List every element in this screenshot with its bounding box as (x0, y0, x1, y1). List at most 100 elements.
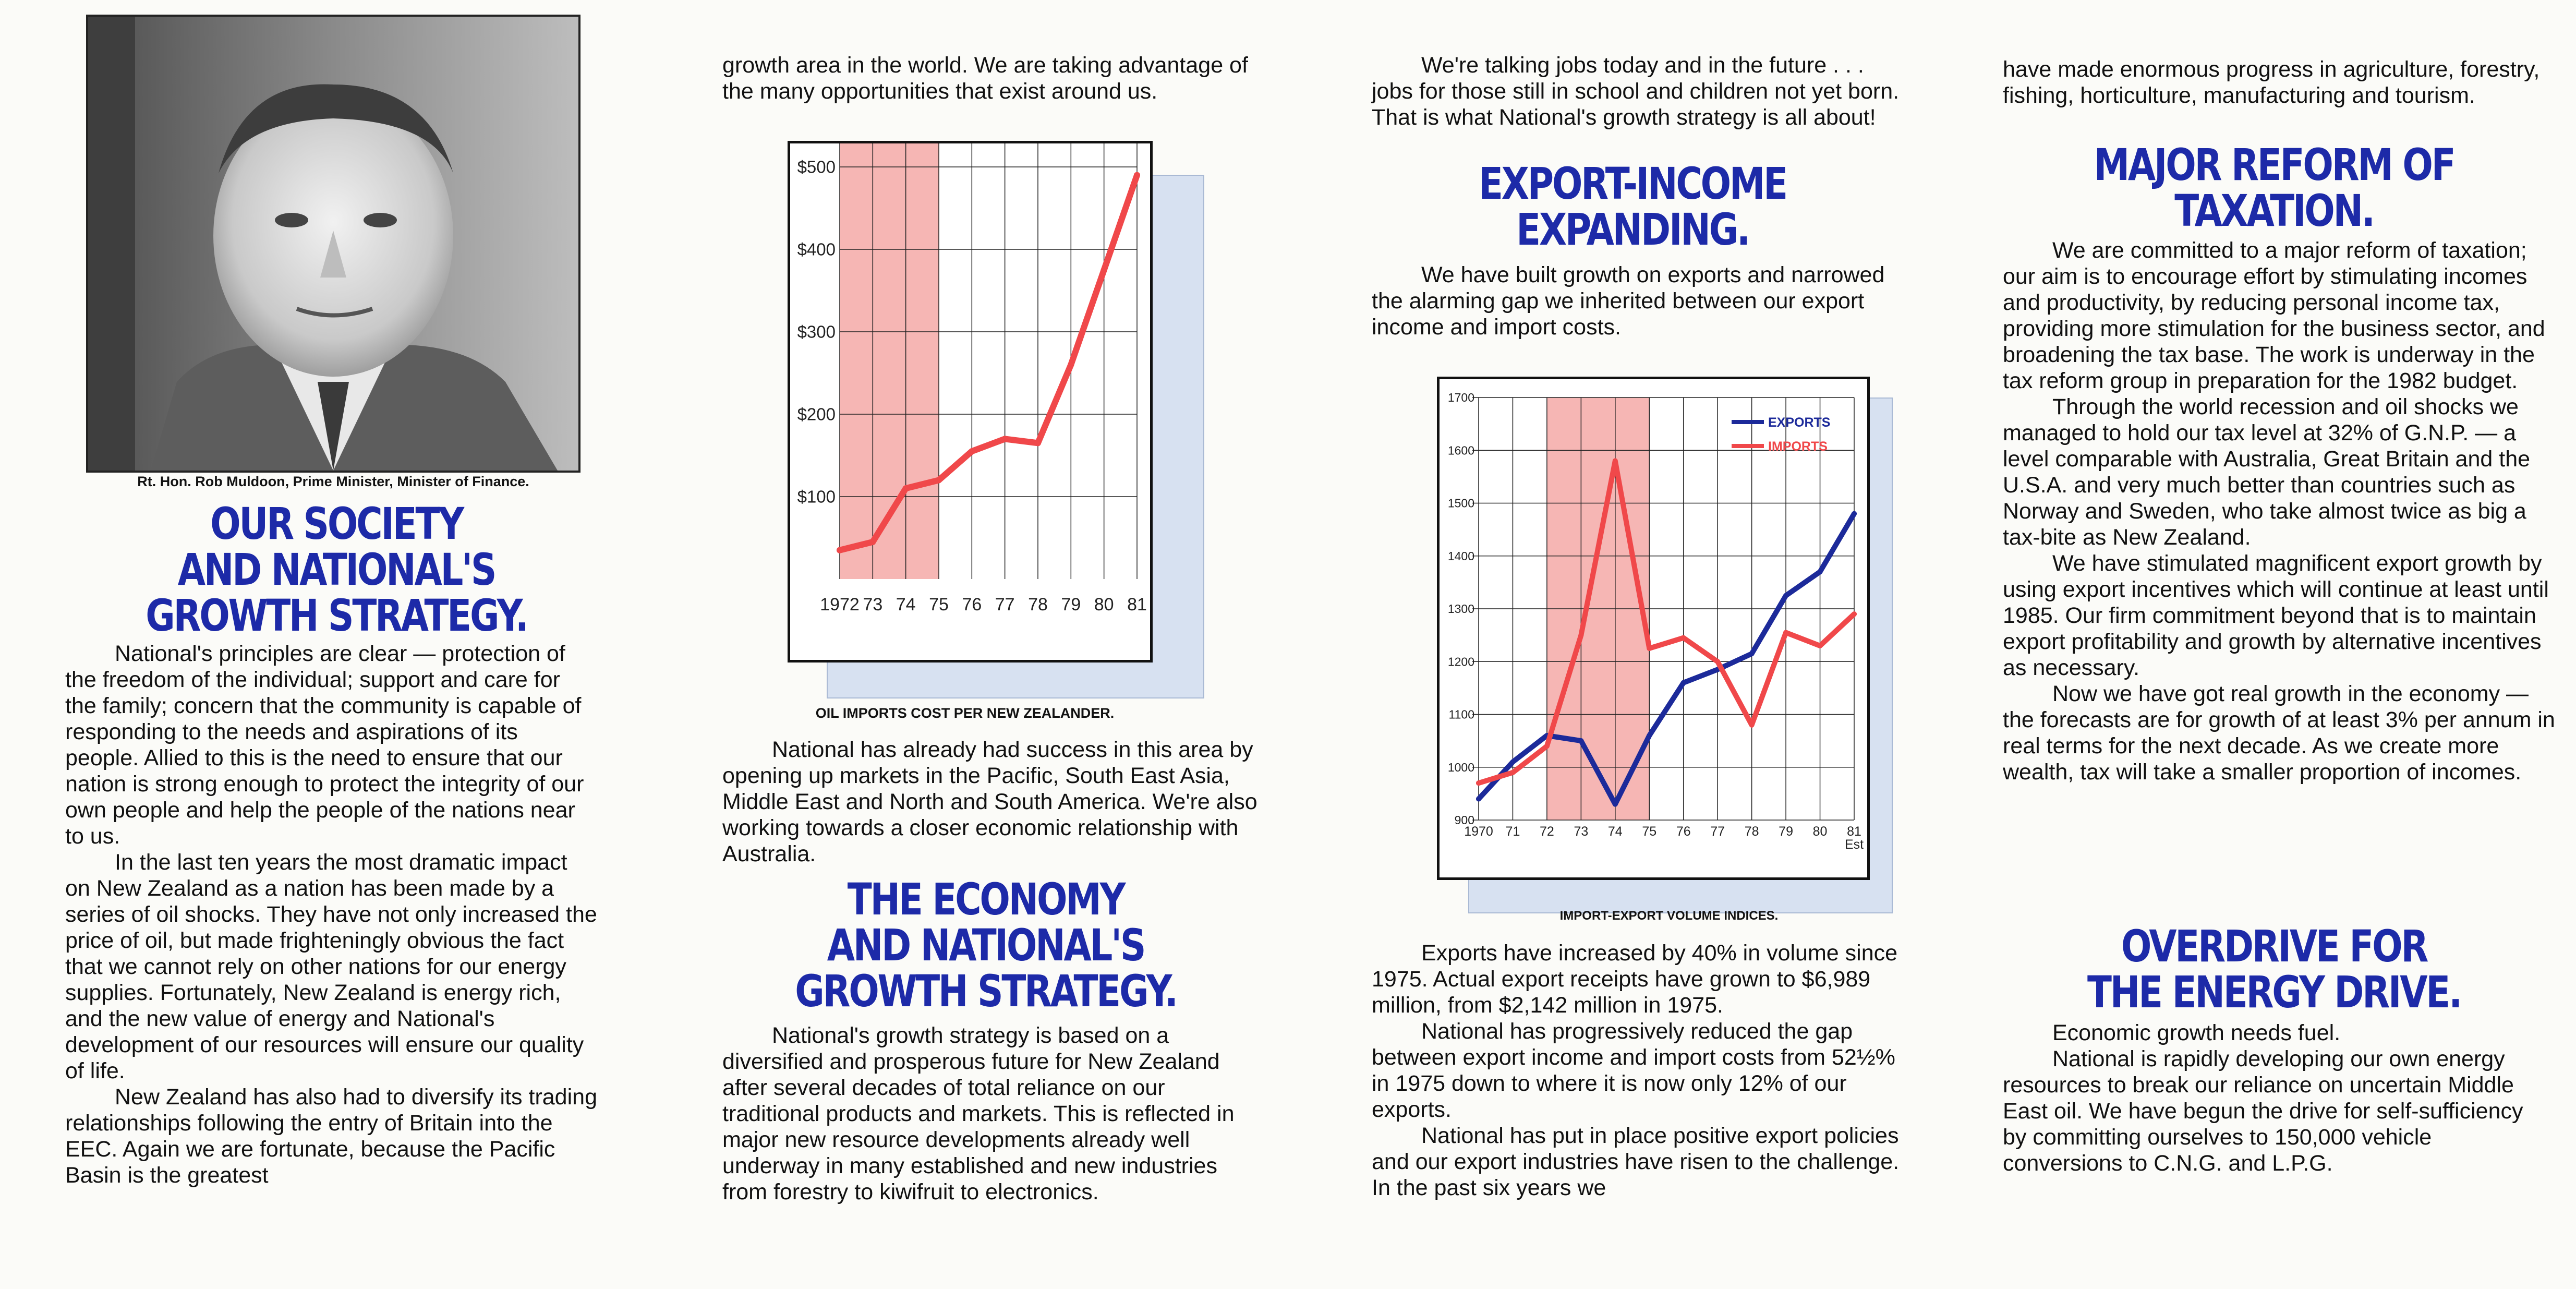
heading-our-society: OUR SOCIETY AND NATIONAL'S GROWTH STRATE… (65, 501, 608, 639)
x-tick-label: 81 (1127, 595, 1147, 615)
column1-body: National's principles are clear — protec… (65, 641, 597, 1188)
data-point (902, 485, 909, 492)
x-tick-label-est: Est (1845, 837, 1864, 852)
x-tick-label: 76 (962, 595, 982, 615)
heading-the-economy: THE ECONOMY AND NATIONAL'S GROWTH STRATE… (722, 876, 1249, 1014)
data-point (1510, 759, 1516, 765)
heading-line: OUR SOCIETY (210, 498, 464, 549)
paragraph: Exports have increased by 40% in volume … (1372, 941, 1898, 1018)
data-point (1068, 362, 1074, 368)
portrait-illustration (88, 17, 578, 471)
paragraph: We're talking jobs today and in the futu… (1372, 53, 1900, 130)
data-point (1612, 458, 1618, 464)
series-line-imports (1476, 458, 1857, 786)
x-tick-label: 76 (1676, 824, 1691, 839)
trade-chart: 900 1000 1100 1200 1300 1400 1500 1600 1700 1970 7… (1437, 377, 1896, 914)
legend-label-imports: IMPORTS (1768, 439, 1828, 454)
column2-para: National has already had success in this… (722, 737, 1260, 867)
heading-line: THE ECONOMY (847, 874, 1126, 925)
column-1: Rt. Hon. Rob Muldoon, Prime Minister, Mi… (65, 0, 608, 1289)
x-tick-label: 1970 (1464, 824, 1493, 839)
x-tick-label: 71 (1506, 824, 1520, 839)
heading-line: GROWTH STRATEGY. (795, 966, 1178, 1017)
paragraph: National's growth strategy is based on a… (722, 1023, 1235, 1204)
trade-chart-svg: 900 1000 1100 1200 1300 1400 1500 1600 1700 1970 7… (1448, 391, 1864, 852)
data-point (1715, 659, 1721, 665)
column4-body1: We are committed to a major reform of ta… (2003, 237, 2556, 785)
heading-major-reform: MAJOR REFORM OF TAXATION. (2003, 142, 2545, 234)
y-tick-label: $400 (797, 240, 836, 259)
column2-intro: growth area in the world. We are taking … (722, 52, 1249, 104)
chart-box: $100 $200 $300 $400 $500 1972 73 74 75 76 77 78 79 80… (788, 141, 1153, 662)
data-point (1749, 651, 1755, 657)
heading-line: MAJOR REFORM OF (2094, 139, 2456, 190)
heading-overdrive: OVERDRIVE FOR THE ENERGY DRIVE. (2003, 923, 2545, 1015)
x-tick-label: 74 (1608, 824, 1623, 839)
paragraph: National has already had success in this… (722, 737, 1257, 866)
data-point (837, 547, 843, 553)
y-tick-label: $100 (797, 487, 836, 507)
y-tick-label: 1200 (1448, 655, 1474, 668)
paragraph: We are committed to a major reform of ta… (2003, 238, 2545, 393)
x-tick-label: 78 (1745, 824, 1759, 839)
x-tick-label: 1972 (820, 595, 860, 615)
y-tick-label: 1300 (1448, 602, 1474, 616)
trade-chart-caption: IMPORT-EXPORT VOLUME INDICES. (1559, 909, 1779, 923)
data-point (1035, 440, 1041, 447)
column-2: growth area in the world. We are taking … (722, 0, 1265, 1289)
data-point (1680, 680, 1686, 685)
data-point (936, 477, 942, 484)
data-point (1001, 436, 1008, 442)
x-tick-label: 80 (1813, 824, 1828, 839)
data-point (1680, 635, 1686, 641)
x-tick-label: 79 (1061, 595, 1081, 615)
data-point (1100, 267, 1107, 273)
heading-line: EXPORT-INCOME (1479, 158, 1788, 209)
data-point (1510, 769, 1516, 775)
x-tick-label: 75 (1642, 824, 1656, 839)
column3-para1: We have built growth on exports and narr… (1372, 262, 1909, 340)
y-tick-label: 900 (1455, 813, 1474, 827)
oil-chart-svg: $100 $200 $300 $400 $500 1972 73 74 75 76 77 78 79 80… (797, 143, 1147, 615)
x-tick-label: 73 (863, 595, 882, 615)
x-tick-label: 77 (995, 595, 1015, 615)
y-tick-label: 1700 (1448, 391, 1474, 404)
y-tick-label: $200 (797, 405, 836, 424)
shaded-period (840, 143, 939, 579)
data-point (1578, 738, 1584, 744)
x-tick-label: 74 (896, 595, 916, 615)
chart-box: 900 1000 1100 1200 1300 1400 1500 1600 1700 1970 7… (1437, 377, 1870, 880)
paragraph: National is rapidly developing our own e… (2003, 1046, 2523, 1176)
data-point (869, 538, 876, 545)
heading-line: THE ENERGY DRIVE. (2087, 967, 2462, 1018)
paragraph: In the last ten years the most dramatic … (65, 850, 597, 1083)
column3-body: Exports have increased by 40% in volume … (1372, 940, 1909, 1201)
paragraph: New Zealand has also had to diversify it… (65, 1085, 597, 1188)
data-point (1134, 172, 1140, 178)
heading-line: GROWTH STRATEGY. (146, 590, 529, 641)
series-line-0 (837, 172, 1140, 553)
y-tick-label: 1100 (1449, 708, 1474, 721)
paragraph: National's principles are clear — protec… (65, 641, 584, 849)
y-tick-label: 1600 (1448, 443, 1474, 457)
data-point (1647, 645, 1652, 651)
paragraph: We have built growth on exports and narr… (1372, 262, 1885, 340)
data-point (969, 448, 975, 455)
y-tick-label: $300 (797, 322, 836, 342)
paragraph: National has progressively reduced the g… (1372, 1019, 1895, 1122)
data-point (1783, 630, 1789, 635)
data-point (1817, 643, 1823, 648)
data-point (1476, 796, 1481, 802)
heading-export-income: EXPORT-INCOME EXPANDING. (1372, 161, 1893, 252)
x-tick-label: 80 (1094, 595, 1114, 615)
oil-chart-caption: OIL IMPORTS COST PER NEW ZEALANDER. (815, 705, 1115, 721)
data-point (1476, 780, 1481, 786)
column2-body: National's growth strategy is based on a… (722, 1022, 1260, 1205)
column-3: We're talking jobs today and in the futu… (1372, 0, 1914, 1289)
x-tick-label: 75 (929, 595, 949, 615)
data-point (1544, 743, 1550, 749)
series-line-exports (1476, 511, 1857, 807)
paragraph: National has put in place positive expor… (1372, 1123, 1900, 1200)
oil-chart: $100 $200 $300 $400 $500 1972 73 74 75 76 77 78 79 80… (788, 141, 1205, 704)
heading-line: OVERDRIVE FOR (2121, 921, 2429, 972)
